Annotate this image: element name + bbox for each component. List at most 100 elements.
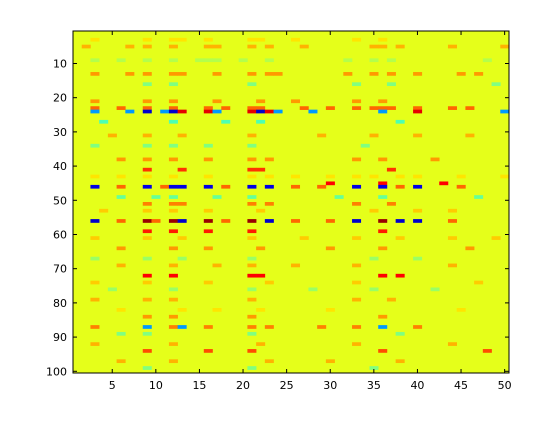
heatmap-cell	[413, 72, 423, 76]
heatmap-cell	[395, 359, 405, 364]
heatmap-cell	[212, 109, 222, 114]
heatmap-cell	[273, 109, 283, 114]
x-tick-label: 15	[192, 379, 206, 392]
heatmap-cell	[447, 342, 457, 346]
heatmap-cell	[168, 106, 178, 110]
heatmap-cell	[395, 44, 405, 49]
heatmap-cell	[413, 106, 423, 110]
heatmap-cell	[500, 44, 510, 49]
heatmap-cell	[369, 287, 379, 292]
heatmap-cell	[142, 280, 152, 285]
heatmap-cell	[177, 219, 187, 223]
heatmap-cell	[116, 359, 126, 364]
heatmap-cell	[212, 308, 222, 312]
heatmap-cell	[256, 208, 266, 213]
heatmap-cell	[177, 256, 187, 261]
heatmap-cell	[291, 37, 301, 42]
heatmap-cell	[203, 109, 213, 114]
heatmap-cell	[317, 133, 327, 138]
heatmap-cell	[212, 263, 222, 268]
heatmap-cell	[142, 167, 152, 172]
heatmap-cell	[447, 263, 457, 268]
heatmap-cell	[90, 256, 100, 261]
heatmap-cell	[168, 174, 178, 179]
heatmap-cell	[474, 195, 484, 199]
heatmap-cell	[221, 184, 231, 189]
heatmap-cell	[247, 37, 257, 42]
heatmap-cell	[352, 99, 362, 104]
heatmap-cell	[142, 99, 152, 104]
heatmap-cell	[352, 82, 362, 87]
heatmap-cell	[151, 195, 161, 199]
heatmap-cell	[168, 359, 178, 364]
heatmap-cell	[378, 195, 388, 199]
heatmap-cell	[142, 349, 152, 353]
y-tick-label: 30	[53, 126, 67, 139]
heatmap-cell	[116, 184, 126, 189]
heatmap-cell	[247, 349, 257, 353]
heatmap-cell	[456, 308, 466, 312]
heatmap-cell	[177, 109, 187, 114]
heatmap-cell	[168, 184, 178, 189]
heatmap-cell	[317, 184, 327, 189]
heatmap-cell	[352, 236, 362, 240]
heatmap-cell	[168, 342, 178, 346]
heatmap-cell	[352, 157, 362, 162]
heatmap-cell	[352, 106, 362, 110]
heatmap-cell	[212, 195, 222, 199]
x-tick-label: 30	[323, 379, 337, 392]
heatmap-cell	[256, 167, 266, 172]
x-tick-label: 5	[109, 379, 116, 392]
heatmap-cell	[142, 106, 152, 110]
heatmap-cell	[291, 174, 301, 179]
heatmap-cell	[247, 273, 257, 278]
heatmap-cell	[299, 236, 309, 240]
heatmap-cell	[378, 37, 388, 42]
heatmap-cell	[116, 157, 126, 162]
axes-frame	[72, 30, 510, 374]
heatmap-cell	[247, 167, 257, 172]
x-tick-label: 40	[410, 379, 424, 392]
heatmap-cell	[90, 280, 100, 285]
x-tick-label: 10	[149, 379, 163, 392]
heatmap-cell	[352, 280, 362, 285]
heatmap-cell	[203, 246, 213, 251]
heatmap-cell	[203, 106, 213, 110]
x-axis: 5 10 15 20 25 30 35 40 45 50	[109, 31, 512, 392]
heatmap-cell	[142, 366, 152, 370]
heatmap-cell	[168, 273, 178, 278]
heatmap-cell	[168, 208, 178, 213]
heatmap-cell	[291, 263, 301, 268]
heatmap-cell	[343, 72, 353, 76]
heatmap-cell	[168, 287, 178, 292]
heatmap-cell	[203, 325, 213, 329]
heatmap-cell	[142, 256, 152, 261]
heatmap-cell	[168, 219, 178, 223]
heatmap-cell	[395, 331, 405, 336]
heatmap-cell	[386, 202, 396, 206]
heatmap-cell	[291, 219, 301, 223]
heatmap-cell	[413, 219, 423, 223]
heatmap-cell	[177, 133, 187, 138]
heatmap-cell	[369, 366, 379, 370]
heatmap-cell	[413, 208, 423, 213]
heatmap-cell	[168, 263, 178, 268]
heatmap-cell	[90, 325, 100, 329]
heatmap-cell	[413, 256, 423, 261]
heatmap-cell	[474, 280, 484, 285]
heatmap-cell	[352, 174, 362, 179]
heatmap-cell	[221, 106, 231, 110]
heatmap-cell	[90, 342, 100, 346]
heatmap-cell	[168, 297, 178, 302]
heatmap-cell	[142, 331, 152, 336]
heatmap-cell	[221, 219, 231, 223]
heatmap-cell	[256, 99, 266, 104]
heatmap-cell	[203, 157, 213, 162]
heatmap-cell	[447, 106, 457, 110]
heatmap-cell	[195, 58, 205, 63]
y-tick-label: 20	[53, 92, 67, 105]
heatmap-cell	[378, 184, 388, 189]
heatmap-cell	[447, 208, 457, 213]
